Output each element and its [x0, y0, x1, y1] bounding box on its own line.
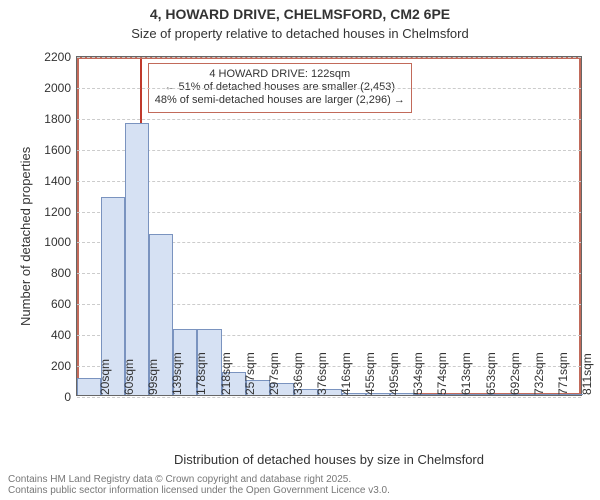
x-tick-label: 218sqm [215, 352, 233, 395]
x-tick-label: 613sqm [455, 352, 473, 395]
y-tick-label: 800 [51, 266, 77, 280]
x-tick-label: 178sqm [190, 352, 208, 395]
y-tick-label: 2000 [44, 81, 77, 95]
gridline [77, 57, 581, 58]
footer-line1: Contains HM Land Registry data © Crown c… [8, 474, 390, 485]
y-tick-label: 600 [51, 297, 77, 311]
y-tick-label: 1000 [44, 235, 77, 249]
y-tick-label: 1200 [44, 205, 77, 219]
y-tick-label: 2200 [44, 50, 77, 64]
y-tick-label: 0 [64, 390, 77, 404]
annotation-larger: 48% of semi-detached houses are larger (… [155, 94, 405, 107]
x-tick-label: 574sqm [431, 352, 449, 395]
x-tick-label: 336sqm [287, 352, 305, 395]
gridline [77, 212, 581, 213]
x-tick-label: 692sqm [504, 352, 522, 395]
x-tick-label: 771sqm [552, 352, 570, 395]
plot-area: 4 HOWARD DRIVE: 122sqm ← 51% of detached… [76, 56, 582, 396]
gridline [77, 119, 581, 120]
x-tick-label: 811sqm [576, 353, 594, 395]
x-tick-label: 534sqm [407, 352, 425, 395]
chart-title-line1: 4, HOWARD DRIVE, CHELMSFORD, CM2 6PE [0, 6, 600, 22]
x-tick-label: 20sqm [94, 359, 112, 395]
x-tick-label: 732sqm [528, 352, 546, 395]
x-tick-label: 139sqm [166, 352, 184, 395]
x-tick-label: 297sqm [263, 352, 281, 395]
gridline [77, 397, 581, 398]
x-tick-label: 495sqm [383, 352, 401, 395]
histogram-bar [125, 123, 149, 395]
chart-title-line2: Size of property relative to detached ho… [0, 26, 600, 41]
annotation-title: 4 HOWARD DRIVE: 122sqm [155, 68, 405, 81]
x-tick-label: 60sqm [118, 359, 136, 395]
footer-credits: Contains HM Land Registry data © Crown c… [0, 474, 390, 496]
footer-line2: Contains public sector information licen… [8, 485, 390, 496]
y-tick-label: 1800 [44, 112, 77, 126]
gridline [77, 88, 581, 89]
y-tick-label: 400 [51, 328, 77, 342]
y-tick-label: 1400 [44, 174, 77, 188]
x-tick-label: 99sqm [142, 359, 160, 395]
y-tick-label: 1600 [44, 143, 77, 157]
x-tick-label: 257sqm [239, 352, 257, 395]
x-tick-label: 416sqm [335, 352, 353, 395]
y-tick-label: 200 [51, 359, 77, 373]
gridline [77, 181, 581, 182]
y-axis-label: Number of detached properties [18, 147, 33, 326]
x-axis-label: Distribution of detached houses by size … [76, 452, 582, 467]
gridline [77, 150, 581, 151]
x-tick-label: 653sqm [480, 352, 498, 395]
x-tick-label: 455sqm [359, 352, 377, 395]
x-tick-label: 376sqm [311, 352, 329, 395]
